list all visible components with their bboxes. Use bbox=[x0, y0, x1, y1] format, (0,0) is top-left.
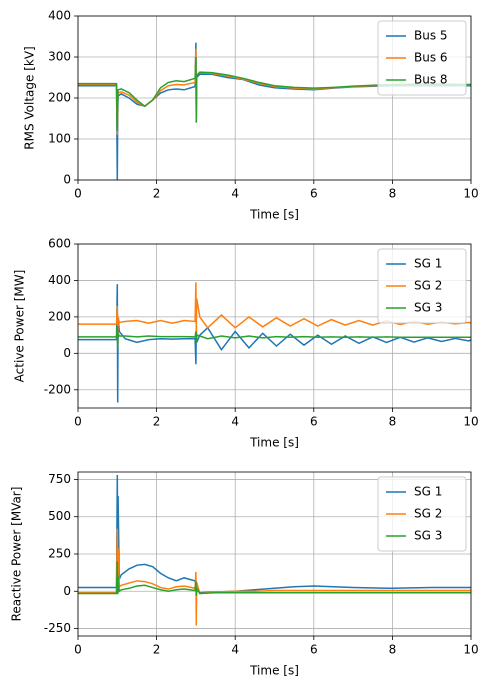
series-line bbox=[78, 284, 471, 403]
y-tick-label: 750 bbox=[48, 472, 71, 486]
legend-label: SG 2 bbox=[414, 279, 442, 293]
y-tick-label: 0 bbox=[63, 584, 71, 598]
x-axis-label: Time [s] bbox=[249, 664, 299, 678]
y-tick-label: 200 bbox=[48, 91, 71, 105]
x-tick-label: 0 bbox=[74, 187, 82, 201]
x-tick-label: 2 bbox=[153, 415, 161, 429]
x-tick-label: 6 bbox=[310, 415, 318, 429]
y-tick-label: 400 bbox=[48, 9, 71, 23]
x-tick-label: 0 bbox=[74, 643, 82, 657]
legend-label: SG 2 bbox=[414, 507, 442, 521]
y-axis-label: Active Power [MW] bbox=[13, 270, 27, 383]
legend-box bbox=[377, 248, 467, 324]
lines bbox=[78, 474, 471, 626]
x-tick-label: 4 bbox=[231, 187, 239, 201]
legend-label: SG 3 bbox=[414, 529, 442, 543]
legend-label: Bus 6 bbox=[414, 51, 448, 65]
y-tick-label: -250 bbox=[44, 621, 71, 635]
x-tick-label: 6 bbox=[310, 187, 318, 201]
legend-label: Bus 8 bbox=[414, 73, 448, 87]
legend-label: Bus 5 bbox=[414, 29, 448, 43]
subplot: 0 2 4 6 8 10 -200 0 200 400 600 Time [s] Active Powe… bbox=[13, 237, 479, 450]
series-line bbox=[78, 282, 471, 343]
y-tick-label: 300 bbox=[48, 50, 71, 64]
y-axis-label: Reactive Power [MVar] bbox=[10, 487, 24, 622]
y-tick-label: -200 bbox=[44, 382, 71, 396]
lines bbox=[78, 282, 471, 403]
legend-label: SG 1 bbox=[414, 485, 442, 499]
axes-frame bbox=[77, 15, 472, 181]
y-tick-label: 250 bbox=[48, 547, 71, 561]
y-tick-label: 500 bbox=[48, 509, 71, 523]
x-tick-label: 8 bbox=[389, 415, 397, 429]
lines bbox=[78, 42, 471, 180]
legend-label: SG 1 bbox=[414, 257, 442, 271]
y-axis-label: RMS Voltage [kV] bbox=[23, 46, 37, 149]
legend-box bbox=[377, 20, 467, 96]
y-tick-label: 400 bbox=[48, 273, 71, 287]
x-tick-label: 8 bbox=[389, 187, 397, 201]
axes-frame bbox=[77, 471, 472, 637]
x-tick-label: 6 bbox=[310, 643, 318, 657]
series-line bbox=[78, 561, 471, 596]
y-tick-label: 200 bbox=[48, 309, 71, 323]
y-tick-label: 600 bbox=[48, 237, 71, 251]
x-tick-label: 2 bbox=[153, 187, 161, 201]
legend: Bus 5 Bus 6 Bus 8 bbox=[377, 20, 467, 96]
series-line bbox=[78, 325, 471, 348]
axes-frame bbox=[77, 243, 472, 409]
x-tick-label: 4 bbox=[231, 415, 239, 429]
x-tick-label: 8 bbox=[389, 643, 397, 657]
x-tick-label: 10 bbox=[463, 187, 478, 201]
x-tick-label: 0 bbox=[74, 415, 82, 429]
x-tick-label: 4 bbox=[231, 643, 239, 657]
x-tick-label: 10 bbox=[463, 643, 478, 657]
legend: SG 1 SG 2 SG 3 bbox=[377, 248, 467, 324]
y-tick-label: 0 bbox=[63, 173, 71, 187]
series-line bbox=[78, 48, 471, 135]
x-axis-label: Time [s] bbox=[249, 208, 299, 222]
legend-box bbox=[377, 476, 467, 552]
legend-label: SG 3 bbox=[414, 301, 442, 315]
x-axis-label: Time [s] bbox=[249, 436, 299, 450]
x-tick-label: 10 bbox=[463, 415, 478, 429]
series-line bbox=[78, 42, 471, 180]
y-tick-label: 0 bbox=[63, 346, 71, 360]
legend: SG 1 SG 2 SG 3 bbox=[377, 476, 467, 552]
series-line bbox=[78, 56, 471, 131]
y-tick-label: 100 bbox=[48, 132, 71, 146]
x-tick-label: 2 bbox=[153, 643, 161, 657]
